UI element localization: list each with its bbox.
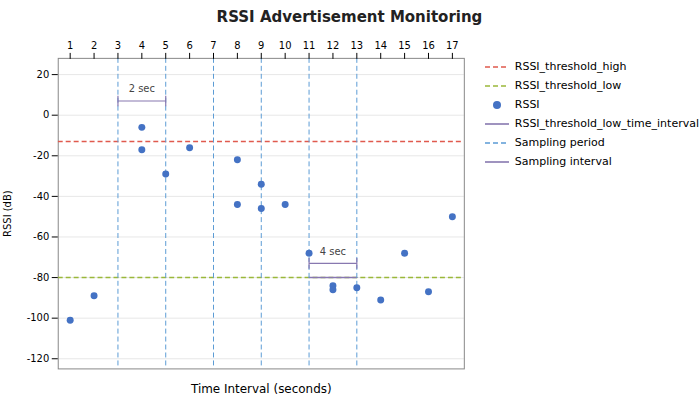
svg-text:RSSI (dB): RSSI (dB) <box>2 190 13 237</box>
svg-text:0: 0 <box>43 109 49 120</box>
svg-text:-120: -120 <box>27 353 50 364</box>
svg-text:9: 9 <box>258 40 264 51</box>
html-text:RSSI_threshold_high: RSSI_threshold_high <box>514 60 627 73</box>
svg-text:-80: -80 <box>33 272 49 283</box>
svg-text:11: 11 <box>303 40 316 51</box>
svg-text:7: 7 <box>210 40 216 51</box>
svg-text:8: 8 <box>234 40 240 51</box>
svg-text:14: 14 <box>374 40 387 51</box>
svg-text:-100: -100 <box>27 312 50 323</box>
html-text:RSSI_threshold_low: RSSI_threshold_low <box>514 79 622 92</box>
svg-text:6: 6 <box>186 40 192 51</box>
svg-text:4 sec: 4 sec <box>320 246 346 257</box>
svg-text:15: 15 <box>398 40 411 51</box>
svg-text:-40: -40 <box>33 191 49 202</box>
svg-text:4: 4 <box>139 40 145 51</box>
svg-text:1: 1 <box>67 40 73 51</box>
svg-text:20: 20 <box>37 69 50 80</box>
svg-text:-60: -60 <box>33 231 49 242</box>
html-text:RSSI_threshold_low_time_interv: RSSI_threshold_low_time_interval <box>514 117 699 130</box>
svg-text:2: 2 <box>91 40 97 51</box>
html-text:Sampling interval: Sampling interval <box>514 155 612 168</box>
svg-text:2 sec: 2 sec <box>129 83 155 94</box>
svg-text:10: 10 <box>279 40 292 51</box>
html-text:RSSI: RSSI <box>514 98 540 111</box>
svg-text:13: 13 <box>350 40 363 51</box>
html-text:Sampling period: Sampling period <box>514 136 605 149</box>
html-text:RSSI Advertisement Monitoring: RSSI Advertisement Monitoring <box>216 8 483 26</box>
svg-text:Time Interval (seconds): Time Interval (seconds) <box>190 382 332 396</box>
svg-text:5: 5 <box>163 40 169 51</box>
svg-text:17: 17 <box>446 40 459 51</box>
svg-text:12: 12 <box>327 40 340 51</box>
svg-text:-20: -20 <box>33 150 49 161</box>
svg-text:3: 3 <box>115 40 121 51</box>
svg-text:16: 16 <box>422 40 435 51</box>
